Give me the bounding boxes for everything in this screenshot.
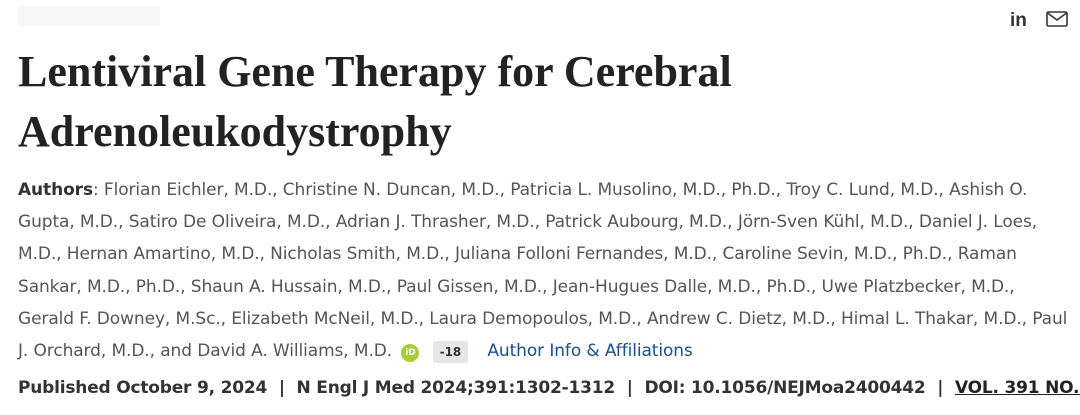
separator: | — [278, 378, 285, 398]
orcid-icon[interactable]: iD — [401, 344, 420, 363]
share-toolbar: in — [1010, 10, 1068, 33]
more-authors-button[interactable]: -18 — [432, 341, 469, 364]
linkedin-glyph: in — [1010, 10, 1027, 31]
volume-issue-link[interactable]: VOL. 391 NO. 14 — [954, 378, 1080, 398]
email-icon[interactable] — [1046, 11, 1068, 32]
authors-colon: : — [92, 180, 104, 200]
linkedin-text: in — [1010, 10, 1027, 28]
publication-line: Published October 9, 2024 | N Engl J Med… — [18, 378, 1080, 398]
author-info-affiliations-link[interactable]: Author Info & Affiliations — [487, 341, 693, 362]
published-date: Published October 9, 2024 — [18, 378, 268, 398]
header-placeholder-bar — [18, 6, 160, 26]
journal-citation: N Engl J Med 2024;391:1302-1312 — [296, 378, 616, 398]
doi-text[interactable]: DOI: 10.1056/NEJMoa2400442 — [644, 378, 926, 398]
envelope-glyph — [1046, 11, 1068, 27]
article-title: Lentiviral Gene Therapy for Cerebral Adr… — [18, 47, 732, 156]
separator: | — [937, 378, 944, 398]
separator: | — [626, 378, 633, 398]
linkedin-icon[interactable]: in — [1010, 10, 1030, 33]
authors-label: Authors — [18, 180, 93, 200]
authors-block: Authors: Florian Eichler, M.D., Christin… — [18, 174, 1068, 367]
authors-list[interactable]: Florian Eichler, M.D., Christine N. Dunc… — [18, 180, 1068, 362]
